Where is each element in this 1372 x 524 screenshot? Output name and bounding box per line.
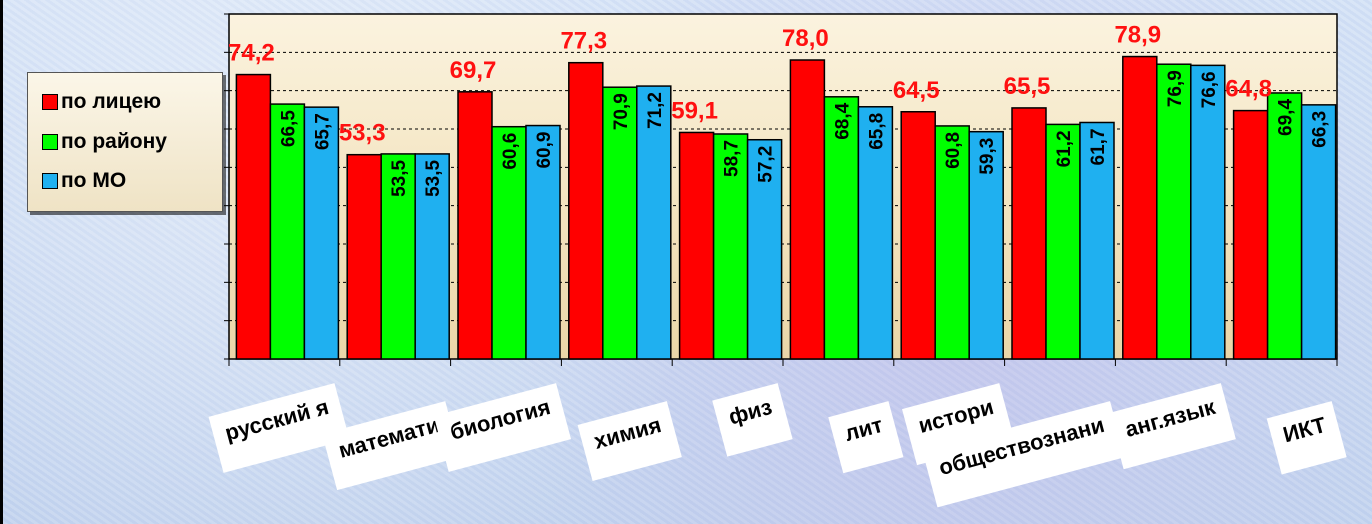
legend-swatch-blue <box>42 173 58 189</box>
data-label: 65,7 <box>312 113 333 150</box>
bar <box>457 91 493 360</box>
data-label: 74,2 <box>228 40 275 67</box>
data-label: 60,8 <box>943 132 964 169</box>
bar <box>1122 55 1158 360</box>
category-label: физ <box>712 383 793 457</box>
bar <box>789 59 826 360</box>
bar <box>1266 92 1303 360</box>
category-label-bg <box>322 401 461 491</box>
data-label: 68,4 <box>832 102 853 139</box>
legend-item-mo: по МО <box>42 168 126 194</box>
bar <box>303 106 340 360</box>
data-label: 64,8 <box>1225 76 1272 103</box>
bar <box>746 138 783 360</box>
bar <box>414 153 450 360</box>
bar <box>1232 109 1269 360</box>
category-label: математи <box>322 401 461 491</box>
bar <box>900 111 936 360</box>
bar <box>857 106 894 360</box>
data-label: 53,5 <box>423 159 444 196</box>
bar <box>968 130 1004 360</box>
data-label: 53,3 <box>339 120 386 147</box>
legend-swatch-green <box>42 134 58 150</box>
category-label-bg <box>208 383 350 473</box>
category-label: анг.язык <box>1108 383 1236 470</box>
category-label: лит <box>828 401 904 474</box>
bar <box>525 124 561 360</box>
data-label: 71,2 <box>645 92 666 129</box>
data-label: 53,5 <box>389 159 410 196</box>
data-label: 60,6 <box>500 133 521 170</box>
category-label-bg <box>433 383 572 472</box>
data-label: 76,6 <box>1199 71 1220 108</box>
category-label-bg <box>712 383 793 457</box>
data-label: 78,0 <box>782 25 829 52</box>
legend: по лицею по району по МО <box>27 72 223 212</box>
bar <box>568 61 604 360</box>
bar <box>678 131 715 360</box>
data-label: 78,9 <box>1114 22 1161 49</box>
bar <box>491 125 527 360</box>
legend-label: по лицею <box>61 90 162 113</box>
bar <box>1190 64 1226 360</box>
data-label: 70,9 <box>611 93 632 130</box>
legend-item-lyceum: по лицею <box>42 89 161 115</box>
bar <box>380 153 416 360</box>
data-label: 77,3 <box>560 28 607 55</box>
data-label: 59,1 <box>671 97 718 124</box>
data-label: 69,7 <box>450 57 497 84</box>
data-label: 60,9 <box>534 132 555 169</box>
category-label: биология <box>433 383 572 472</box>
category-label-bg <box>1108 383 1236 470</box>
bar <box>823 96 860 360</box>
data-label: 65,8 <box>866 113 887 150</box>
category-label-bg <box>922 401 1126 508</box>
category-label: русский я <box>208 383 350 473</box>
category-label-bg <box>1266 401 1347 475</box>
bar <box>1011 107 1047 360</box>
data-label: 69,4 <box>1276 99 1297 136</box>
bar <box>1300 104 1337 360</box>
category-label: ИКТ <box>1266 401 1347 475</box>
bar <box>1156 63 1192 360</box>
data-label: 58,7 <box>722 140 743 177</box>
legend-item-district: по району <box>42 129 167 155</box>
data-label: 76,9 <box>1165 70 1186 107</box>
category-label-bg <box>577 401 682 482</box>
bar <box>235 73 272 360</box>
bar <box>269 103 306 360</box>
data-label: 64,5 <box>893 77 940 104</box>
data-label: 66,5 <box>278 110 299 147</box>
data-label: 66,3 <box>1310 111 1331 148</box>
bar <box>1079 121 1115 360</box>
bar <box>934 125 970 360</box>
bar <box>346 153 382 360</box>
legend-label: по району <box>61 130 167 153</box>
data-label: 65,5 <box>1004 73 1051 100</box>
category-label: химия <box>577 401 682 482</box>
data-label: 61,7 <box>1088 128 1109 165</box>
legend-label: по МО <box>61 169 127 192</box>
bar <box>636 85 672 360</box>
data-label: 59,3 <box>977 138 998 175</box>
bar <box>602 86 638 360</box>
category-label-bg <box>828 401 904 474</box>
data-label: 61,2 <box>1054 130 1075 167</box>
legend-swatch-red <box>42 94 58 110</box>
data-label: 57,2 <box>756 146 777 183</box>
